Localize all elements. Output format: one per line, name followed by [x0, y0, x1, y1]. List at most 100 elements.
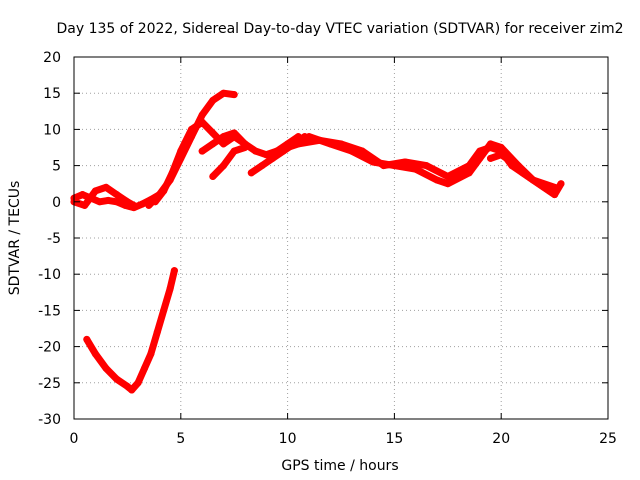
series-arc-tail [487, 151, 565, 199]
series-layer [70, 89, 565, 394]
y-tick-label: 20 [43, 50, 61, 66]
x-tick-label: 10 [279, 431, 297, 447]
data-point [198, 147, 206, 155]
y-tick-label: -5 [47, 231, 61, 247]
data-point [113, 375, 121, 383]
y-tick-label: -30 [38, 412, 61, 428]
data-point [551, 191, 559, 199]
data-point [160, 187, 168, 195]
data-point [153, 328, 161, 336]
data-point [348, 147, 356, 155]
data-point [519, 169, 527, 177]
data-point [220, 162, 228, 170]
data-point [508, 158, 516, 166]
y-tick-label: -15 [38, 303, 61, 319]
data-point [247, 169, 255, 177]
data-point [123, 198, 131, 206]
data-point [273, 147, 281, 155]
data-point [170, 267, 178, 275]
data-point [147, 350, 155, 358]
data-point [113, 198, 121, 206]
data-point [390, 162, 398, 170]
data-point [497, 151, 505, 159]
data-point [422, 162, 430, 170]
data-point [412, 165, 420, 173]
data-point [198, 118, 206, 126]
data-point [187, 125, 195, 133]
data-point [128, 386, 136, 394]
y-tick-label: 15 [43, 86, 61, 102]
x-tick-label: 15 [385, 431, 403, 447]
y-tick-label: -20 [38, 340, 61, 356]
data-point [104, 196, 112, 204]
data-point [487, 140, 495, 148]
series-arc-rise2 [151, 118, 249, 206]
data-point [220, 133, 228, 141]
data-point [145, 201, 153, 209]
data-point [497, 144, 505, 151]
y-tick-label: 10 [43, 122, 61, 138]
data-point [79, 191, 87, 199]
data-point [241, 144, 249, 151]
data-point [433, 176, 441, 184]
data-point [96, 198, 104, 206]
y-tick-label: 5 [52, 159, 61, 175]
plot-frame [73, 56, 609, 420]
data-point [81, 201, 89, 209]
grid [74, 57, 608, 419]
data-point [444, 180, 452, 188]
data-point [258, 162, 266, 170]
x-axis-label: GPS time / hours [281, 458, 398, 474]
data-point [487, 154, 495, 162]
data-point [83, 335, 91, 343]
data-point [262, 151, 270, 159]
data-point [209, 172, 217, 180]
data-point [465, 169, 473, 177]
data-point [102, 183, 110, 191]
data-point [230, 147, 238, 155]
data-point [230, 129, 238, 137]
y-tick-label: -25 [38, 376, 61, 392]
data-point [113, 191, 121, 199]
data-point [476, 154, 484, 162]
data-point [134, 379, 142, 387]
data-point [160, 306, 168, 314]
data-point [557, 180, 565, 188]
x-tick-label: 5 [176, 431, 185, 447]
data-point [209, 129, 217, 137]
series-arc-mid2 [209, 144, 249, 180]
data-point [130, 201, 138, 209]
data-point [540, 183, 548, 191]
data-point [326, 140, 334, 148]
chart-title: Day 135 of 2022, Sidereal Day-to-day VTE… [57, 21, 624, 37]
data-point [252, 147, 260, 155]
x-tick-label: 0 [70, 431, 79, 447]
y-tick-label: 0 [52, 195, 61, 211]
y-tick-label: -10 [38, 267, 61, 283]
data-point [140, 364, 148, 372]
data-point [198, 111, 206, 119]
data-point [369, 158, 377, 166]
data-point [305, 133, 313, 141]
data-point [138, 200, 146, 208]
data-point [230, 91, 238, 99]
data-point [444, 172, 452, 180]
data-point [166, 285, 174, 293]
data-point [529, 176, 537, 184]
x-tick-label: 20 [492, 431, 510, 447]
data-point [220, 89, 228, 97]
data-point [269, 154, 277, 162]
data-point [102, 364, 110, 372]
data-point [91, 187, 99, 195]
data-point [209, 140, 217, 148]
data-point [91, 350, 99, 358]
data-point [151, 198, 159, 206]
data-point [177, 147, 185, 155]
x-tick-label: 25 [599, 431, 617, 447]
y-axis-label: SDTVAR / TECUs [7, 181, 23, 296]
series-arc-neg [83, 267, 178, 394]
data-point [209, 96, 217, 104]
data-point [220, 140, 228, 148]
data-point [168, 169, 176, 177]
